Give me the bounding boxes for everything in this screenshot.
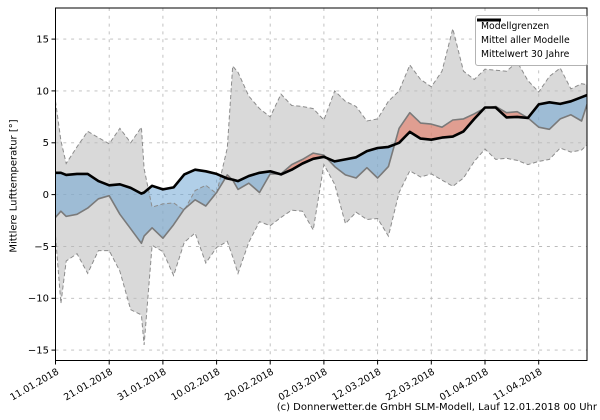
y-tick-label: 0 xyxy=(43,190,49,201)
model-range-band xyxy=(55,28,587,345)
y-tick-label: 5 xyxy=(43,138,49,149)
y-tick-label: 15 xyxy=(36,35,49,46)
copyright-caption: (c) Donnerwetter.de GmbH SLM-Modell, Lau… xyxy=(276,402,597,413)
y-tick-label: 10 xyxy=(36,86,49,97)
x-tick-label: 21.01.2018 xyxy=(62,367,115,404)
y-axis-label: Mittlere Lufttemperatur [°] xyxy=(8,119,20,253)
mean-30y-line xyxy=(55,93,587,195)
y-tick-label: −5 xyxy=(34,242,49,253)
anomaly-fills xyxy=(55,95,587,244)
legend: Modellgrenzen Mittel aller Modelle Mitte… xyxy=(475,15,588,66)
legend-label: Modellgrenzen xyxy=(481,20,550,32)
plot-frame xyxy=(55,7,588,361)
above-normal-fill xyxy=(225,106,528,180)
y-tick-label: −15 xyxy=(28,346,49,357)
model-min-line xyxy=(55,144,587,345)
x-tick-label: 01.04.2018 xyxy=(438,367,491,404)
x-tick-label: 22.03.2018 xyxy=(384,367,437,404)
x-tick-label: 02.03.2018 xyxy=(277,367,330,404)
x-tick-label: 11.04.2018 xyxy=(492,367,545,404)
legend-item-model-mean: Mittel aller Modelle xyxy=(477,19,582,47)
x-tick-label: 31.01.2018 xyxy=(116,367,169,404)
legend-label: Mittel aller Modelle xyxy=(481,34,570,46)
x-tick-label: 11.01.2018 xyxy=(8,367,61,404)
x-tick-label: 10.02.2018 xyxy=(169,367,222,404)
series-lines xyxy=(55,28,587,345)
legend-label: Mittelwert 30 Jahre xyxy=(481,48,570,60)
legend-item-30y-mean: Mittelwert 30 Jahre xyxy=(477,18,582,61)
x-tick-label: 20.02.2018 xyxy=(223,367,276,404)
black-line-icon xyxy=(477,18,501,22)
model-max-line xyxy=(55,28,587,211)
y-tick-label: −10 xyxy=(28,294,49,305)
x-tick-label: 12.03.2018 xyxy=(330,367,383,404)
